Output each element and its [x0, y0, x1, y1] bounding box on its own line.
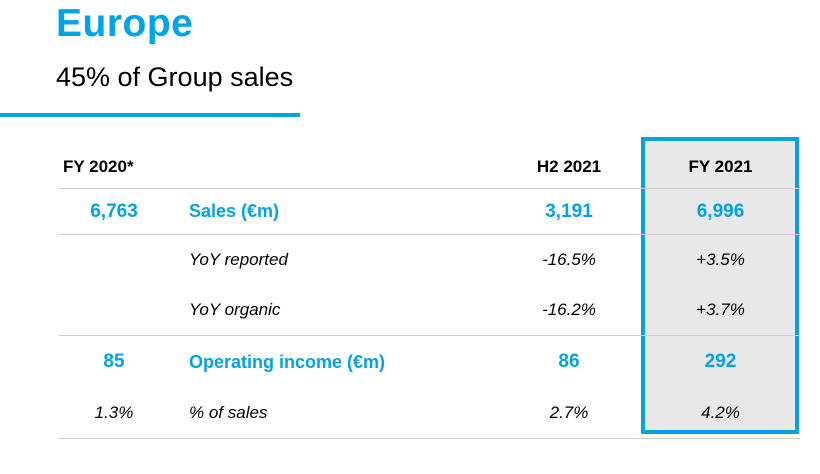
table-row-operating-income: 85 Operating income (€m) 86 292 [59, 336, 800, 388]
yoy-organic-label: YoY organic [189, 300, 281, 319]
yoy-reported-fy2020 [59, 235, 169, 285]
op-income-fy2021: 292 [704, 351, 737, 372]
yoy-organic-fy2020 [59, 285, 169, 335]
header-fy2021: FY 2021 [688, 156, 753, 176]
pct-sales-label: % of sales [189, 403, 268, 422]
page-title: Europe [56, 2, 194, 45]
yoy-organic-fy2021: +3.7% [696, 300, 745, 319]
table-row-yoy-organic: YoY organic -16.2% +3.7% [59, 285, 800, 336]
fy2021-column-highlight [641, 137, 799, 434]
header-h2-2021: H2 2021 [536, 156, 602, 176]
header-label [189, 145, 519, 188]
yoy-reported-fy2021: +3.5% [696, 250, 745, 269]
sales-fy2020: 6,763 [90, 200, 138, 222]
table-row-yoy-reported: YoY reported -16.5% +3.5% [59, 235, 800, 285]
sales-h2-2021: 3,191 [545, 200, 593, 222]
table-header-row: FY 2020* H2 2021 FY 2021 [59, 145, 800, 189]
op-income-fy2020: 85 [103, 351, 125, 372]
table-row-sales: 6,763 Sales (€m) 3,191 6,996 [59, 189, 800, 235]
table-row-pct-of-sales: 1.3% % of sales 2.7% 4.2% [59, 388, 800, 439]
yoy-reported-label: YoY reported [189, 250, 288, 269]
pct-sales-fy2021: 4.2% [701, 403, 740, 422]
financial-table: FY 2020* H2 2021 FY 2021 6,763 Sales (€m… [59, 145, 800, 439]
page-subtitle: 45% of Group sales [56, 62, 294, 92]
sales-label: Sales (€m) [189, 201, 280, 221]
title-underline [0, 113, 300, 117]
header-fy2020: FY 2020* [63, 156, 134, 176]
sales-fy2021: 6,996 [696, 200, 745, 222]
pct-sales-fy2020: 1.3% [94, 403, 134, 422]
op-income-h2-2021: 86 [558, 351, 580, 372]
yoy-reported-h2-2021: -16.5% [542, 250, 596, 269]
yoy-organic-h2-2021: -16.2% [542, 300, 596, 319]
pct-sales-h2-2021: 2.7% [549, 403, 589, 422]
op-income-label: Operating income (€m) [189, 351, 386, 372]
